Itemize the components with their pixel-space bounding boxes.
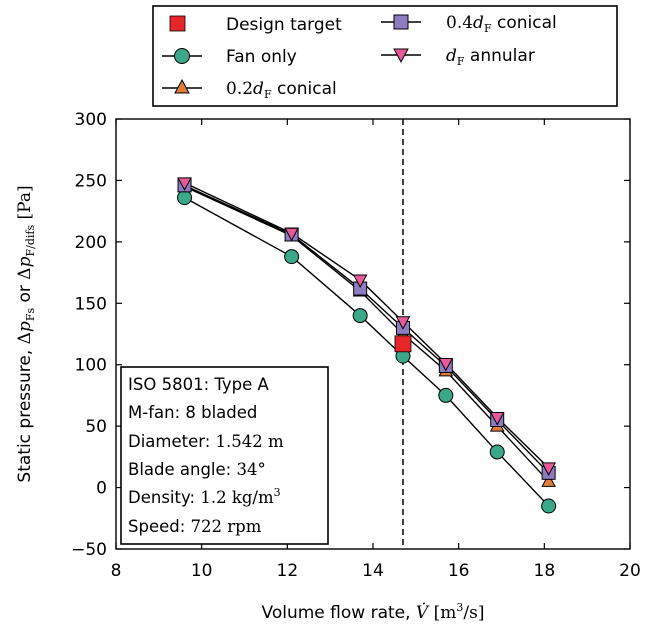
point-d-f-annular bbox=[541, 462, 556, 476]
y-axis: −50 0 50 100 150 200 250 300 bbox=[71, 110, 630, 560]
point-d-f-annular bbox=[438, 357, 454, 372]
info-line-diameter: Diameter: 1.542 m bbox=[128, 432, 284, 451]
info-line-density: Density: 1.2 kg/m3 bbox=[128, 486, 281, 507]
point-d-f-annular bbox=[489, 412, 505, 426]
legend-entry-fan-only: Fan only bbox=[162, 47, 297, 67]
point-fan-only bbox=[489, 444, 505, 460]
point-fan-only bbox=[541, 498, 557, 514]
y-tick-label: 0 bbox=[96, 479, 107, 499]
y-tick-label: 250 bbox=[75, 171, 107, 191]
point-fan-only bbox=[177, 190, 193, 206]
legend-marker-design-target bbox=[169, 15, 186, 32]
y-tick-label: −50 bbox=[71, 540, 107, 560]
y-tick-label: 150 bbox=[75, 294, 107, 314]
legend-marker-df-annular bbox=[393, 48, 409, 64]
legend: Design target Fan only 0.2dF conical 0.4… bbox=[152, 5, 618, 107]
point-fan-only bbox=[438, 387, 454, 403]
info-line-standard: ISO 5801: Type A bbox=[128, 375, 270, 394]
y-tick-label: 300 bbox=[75, 110, 107, 130]
x-tick-label: 10 bbox=[191, 561, 213, 581]
legend-label-0p4df-conical: 0.4dF conical bbox=[446, 13, 557, 35]
info-line-blade-angle: Blade angle: 34° bbox=[128, 460, 266, 479]
info-line-speed: Speed: 722 rpm bbox=[128, 517, 262, 536]
series-layer bbox=[177, 177, 557, 514]
legend-entry-design-target: Design target bbox=[169, 15, 342, 35]
point-d-f-annular bbox=[395, 316, 411, 330]
legend-label-0p2df-conical: 0.2dF conical bbox=[226, 79, 337, 101]
x-tick-label: 20 bbox=[619, 561, 641, 581]
point-0-2d-f-conical bbox=[541, 473, 556, 487]
point-d-f-annular bbox=[177, 177, 192, 191]
y-tick-label: 200 bbox=[75, 233, 107, 253]
legend-entry-0p2df-conical: 0.2dF conical bbox=[162, 78, 337, 101]
x-tick-label: 14 bbox=[362, 561, 384, 581]
info-box: ISO 5801: Type A M-fan: 8 bladed Diamete… bbox=[120, 366, 329, 545]
point-fan-only bbox=[284, 249, 300, 265]
legend-label-design-target: Design target bbox=[226, 15, 342, 35]
y-tick-label: 100 bbox=[75, 356, 107, 376]
point-d-f-annular bbox=[284, 227, 299, 242]
x-tick-label: 8 bbox=[111, 561, 122, 581]
y-axis-title: Static pressure, ΔpFs or ΔpF/difs [Pa] bbox=[15, 185, 37, 482]
x-axis-title: Volume flow rate, V̇ [m3/s] bbox=[262, 601, 485, 623]
info-box-frame bbox=[120, 366, 329, 545]
x-tick-label: 16 bbox=[448, 561, 470, 581]
point-d-f-annular bbox=[352, 274, 368, 288]
x-tick-label: 12 bbox=[277, 561, 299, 581]
legend-marker-fan-only bbox=[174, 48, 190, 64]
info-line-fan: M-fan: 8 bladed bbox=[128, 403, 257, 422]
legend-label-df-annular: dF annular bbox=[446, 46, 535, 68]
x-axis: 8 10 12 14 16 18 20 bbox=[111, 119, 641, 581]
legend-entry-0p4df-conical: 0.4dF conical bbox=[381, 13, 557, 35]
legend-label-fan-only: Fan only bbox=[226, 47, 297, 67]
x-tick-label: 18 bbox=[534, 561, 556, 581]
legend-marker-0p2df-conical bbox=[174, 78, 190, 94]
y-tick-label: 50 bbox=[85, 417, 107, 437]
legend-entry-df-annular: dF annular bbox=[381, 46, 535, 68]
legend-marker-0p4df-conical bbox=[393, 14, 409, 30]
design-target-marker bbox=[394, 335, 412, 353]
point-fan-only bbox=[352, 308, 368, 324]
